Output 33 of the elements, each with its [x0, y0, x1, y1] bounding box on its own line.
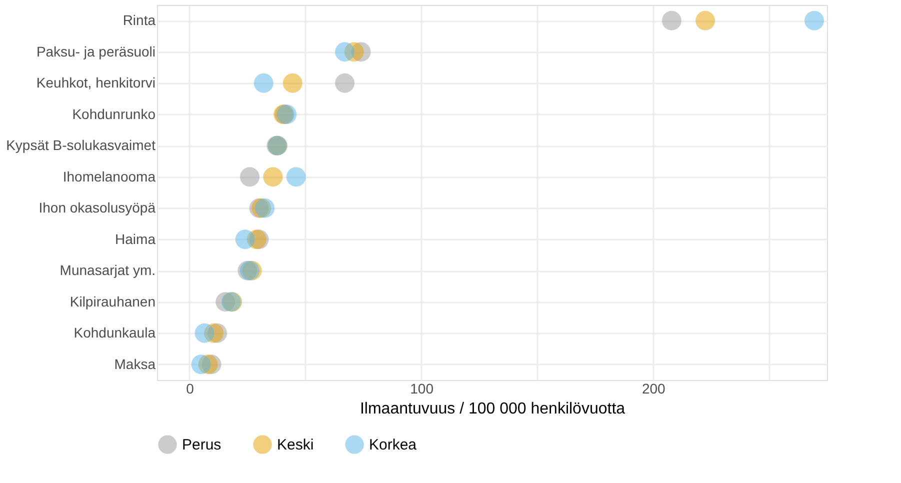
- y-tick-label: Ihomelanooma: [62, 168, 156, 184]
- point: [282, 73, 302, 93]
- y-tick-label: Kohdunrunko: [72, 106, 156, 122]
- x-tick-label: 200: [642, 380, 666, 396]
- legend-label: Korkea: [369, 436, 418, 454]
- point: [696, 10, 716, 30]
- x-tick-label: 0: [186, 380, 194, 396]
- point: [263, 167, 283, 187]
- y-tick-label: Keuhkot, henkitorvi: [36, 74, 156, 91]
- point: [254, 73, 274, 93]
- y-tick-label: Rinta: [122, 12, 156, 28]
- point: [255, 198, 275, 218]
- y-tick-label: Munasarjat ym.: [60, 262, 156, 278]
- y-tick-label: Kypsät B-solukasvaimet: [6, 137, 156, 154]
- y-tick-label: Kilpirauhanen: [70, 293, 156, 310]
- legend-label: Perus: [182, 436, 222, 454]
- point: [335, 42, 355, 62]
- point: [235, 230, 255, 250]
- legend-label: Keski: [277, 436, 314, 454]
- point: [804, 10, 824, 30]
- y-tick-label: Kohdunkaula: [74, 324, 156, 341]
- y-tick-label: Ihon okasolusyöpä: [38, 200, 156, 216]
- point: [191, 354, 211, 374]
- x-tick-label: 100: [410, 380, 434, 396]
- point: [240, 167, 260, 187]
- y-tick-label: Paksu- ja peräsuoli: [36, 43, 156, 60]
- y-tick-label: Maksa: [114, 356, 156, 372]
- point: [335, 73, 355, 93]
- point: [194, 323, 214, 343]
- y-tick-label: Haima: [115, 230, 156, 247]
- x-axis-title: Ilmaantuvuus / 100 000 henkilövuotta: [360, 400, 626, 418]
- point: [662, 10, 682, 30]
- point: [286, 167, 306, 187]
